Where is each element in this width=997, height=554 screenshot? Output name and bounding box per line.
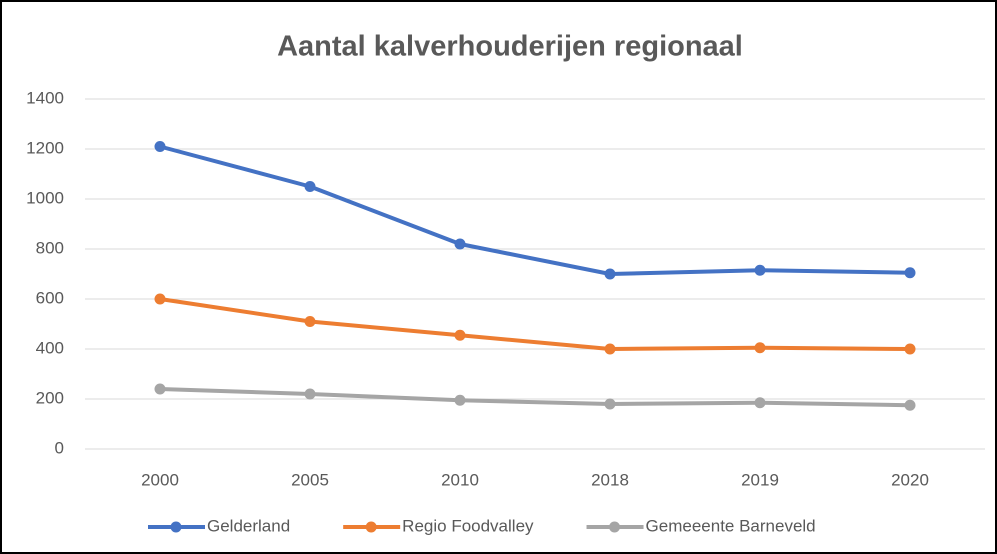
data-point: [754, 397, 766, 409]
y-tick-label: 1000: [26, 188, 64, 207]
y-tick-label: 1200: [26, 138, 64, 157]
data-point: [454, 238, 466, 250]
series-line: [159, 387, 911, 408]
x-tick-label: 2018: [591, 470, 629, 489]
data-point: [454, 329, 466, 341]
data-point: [454, 394, 466, 406]
y-tick-label: 800: [36, 238, 64, 257]
legend-label: Regio Foodvalley: [402, 516, 534, 535]
data-point: [304, 316, 316, 327]
chart-title: Aantal kalverhouderijen regionaal: [277, 31, 743, 63]
data-point: [304, 181, 316, 192]
x-tick-label: 2010: [441, 470, 479, 489]
series-line: [159, 144, 911, 276]
data-point: [904, 399, 916, 411]
data-point: [904, 343, 916, 355]
data-point: [604, 398, 616, 410]
x-tick-label: 2019: [741, 470, 779, 489]
data-point: [604, 268, 616, 280]
y-tick-label: 1400: [26, 88, 64, 107]
data-point: [754, 342, 766, 354]
data-point: [304, 388, 316, 400]
y-tick-label: 200: [36, 388, 64, 407]
y-tick-label: 400: [36, 338, 64, 357]
y-tick-label: 0: [55, 438, 64, 457]
x-tick-label: 2000: [141, 470, 179, 489]
legend-marker: [170, 521, 182, 533]
legend-label: Gelderland: [207, 516, 290, 535]
legend-label: Gemeeente Barneveld: [646, 516, 816, 535]
legend-marker: [609, 521, 621, 533]
data-point: [154, 141, 166, 152]
data-point: [154, 383, 166, 395]
data-point: [604, 343, 616, 355]
data-point: [904, 267, 916, 279]
y-tick-label: 600: [36, 288, 64, 307]
data-point: [754, 264, 766, 276]
x-tick-label: 2005: [291, 470, 329, 489]
data-point: [154, 293, 166, 305]
x-tick-label: 2020: [891, 470, 929, 489]
series-line: [159, 297, 911, 351]
legend-marker: [365, 521, 377, 533]
